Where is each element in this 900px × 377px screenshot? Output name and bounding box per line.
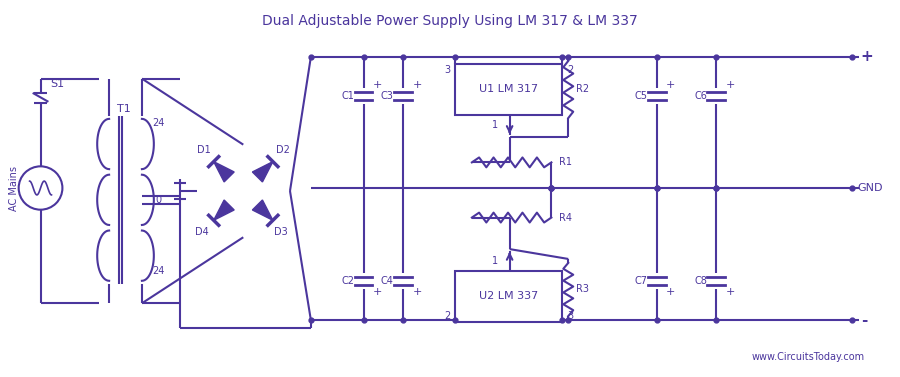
Text: AC Mains: AC Mains — [9, 166, 19, 210]
Text: C1: C1 — [341, 91, 354, 101]
Text: R4: R4 — [559, 213, 572, 222]
Text: C6: C6 — [694, 91, 706, 101]
Text: C2: C2 — [341, 276, 354, 286]
Text: +: + — [860, 49, 873, 64]
Text: R1: R1 — [559, 157, 572, 167]
Text: 1: 1 — [491, 120, 498, 130]
Text: -: - — [861, 313, 868, 328]
Polygon shape — [252, 200, 273, 220]
Text: +: + — [666, 287, 675, 297]
Text: D1: D1 — [197, 145, 211, 155]
Polygon shape — [213, 162, 234, 182]
Text: +: + — [666, 80, 675, 90]
Text: 0: 0 — [156, 195, 162, 205]
Text: +: + — [725, 287, 735, 297]
Text: R3: R3 — [576, 285, 589, 294]
Text: U2 LM 337: U2 LM 337 — [479, 291, 538, 301]
Bar — [455, 64, 562, 115]
Text: 2: 2 — [567, 65, 573, 75]
Text: +: + — [412, 80, 422, 90]
Text: +: + — [373, 287, 382, 297]
Text: +: + — [412, 287, 422, 297]
Text: T1: T1 — [117, 104, 130, 114]
Bar — [455, 271, 562, 322]
Text: 24: 24 — [153, 118, 165, 128]
Text: C8: C8 — [694, 276, 706, 286]
Text: 1: 1 — [491, 256, 498, 266]
Polygon shape — [213, 200, 234, 220]
Text: +: + — [373, 80, 382, 90]
Text: D3: D3 — [274, 227, 288, 238]
Text: GND: GND — [858, 183, 883, 193]
Text: 3: 3 — [567, 311, 573, 321]
Text: Dual Adjustable Power Supply Using LM 317 & LM 337: Dual Adjustable Power Supply Using LM 31… — [262, 14, 638, 28]
Text: C4: C4 — [381, 276, 394, 286]
Text: D2: D2 — [276, 145, 290, 155]
Polygon shape — [252, 162, 273, 182]
Text: R2: R2 — [576, 84, 589, 95]
Text: C3: C3 — [381, 91, 394, 101]
Text: U1 LM 317: U1 LM 317 — [479, 84, 538, 95]
Text: 2: 2 — [444, 311, 450, 321]
Text: 3: 3 — [444, 65, 450, 75]
Text: +: + — [725, 80, 735, 90]
Text: C7: C7 — [634, 276, 647, 286]
Text: D4: D4 — [194, 227, 209, 238]
Text: 24: 24 — [153, 266, 165, 276]
Text: C5: C5 — [634, 91, 647, 101]
Text: www.CircuitsToday.com: www.CircuitsToday.com — [752, 352, 864, 362]
Text: S1: S1 — [50, 78, 65, 89]
